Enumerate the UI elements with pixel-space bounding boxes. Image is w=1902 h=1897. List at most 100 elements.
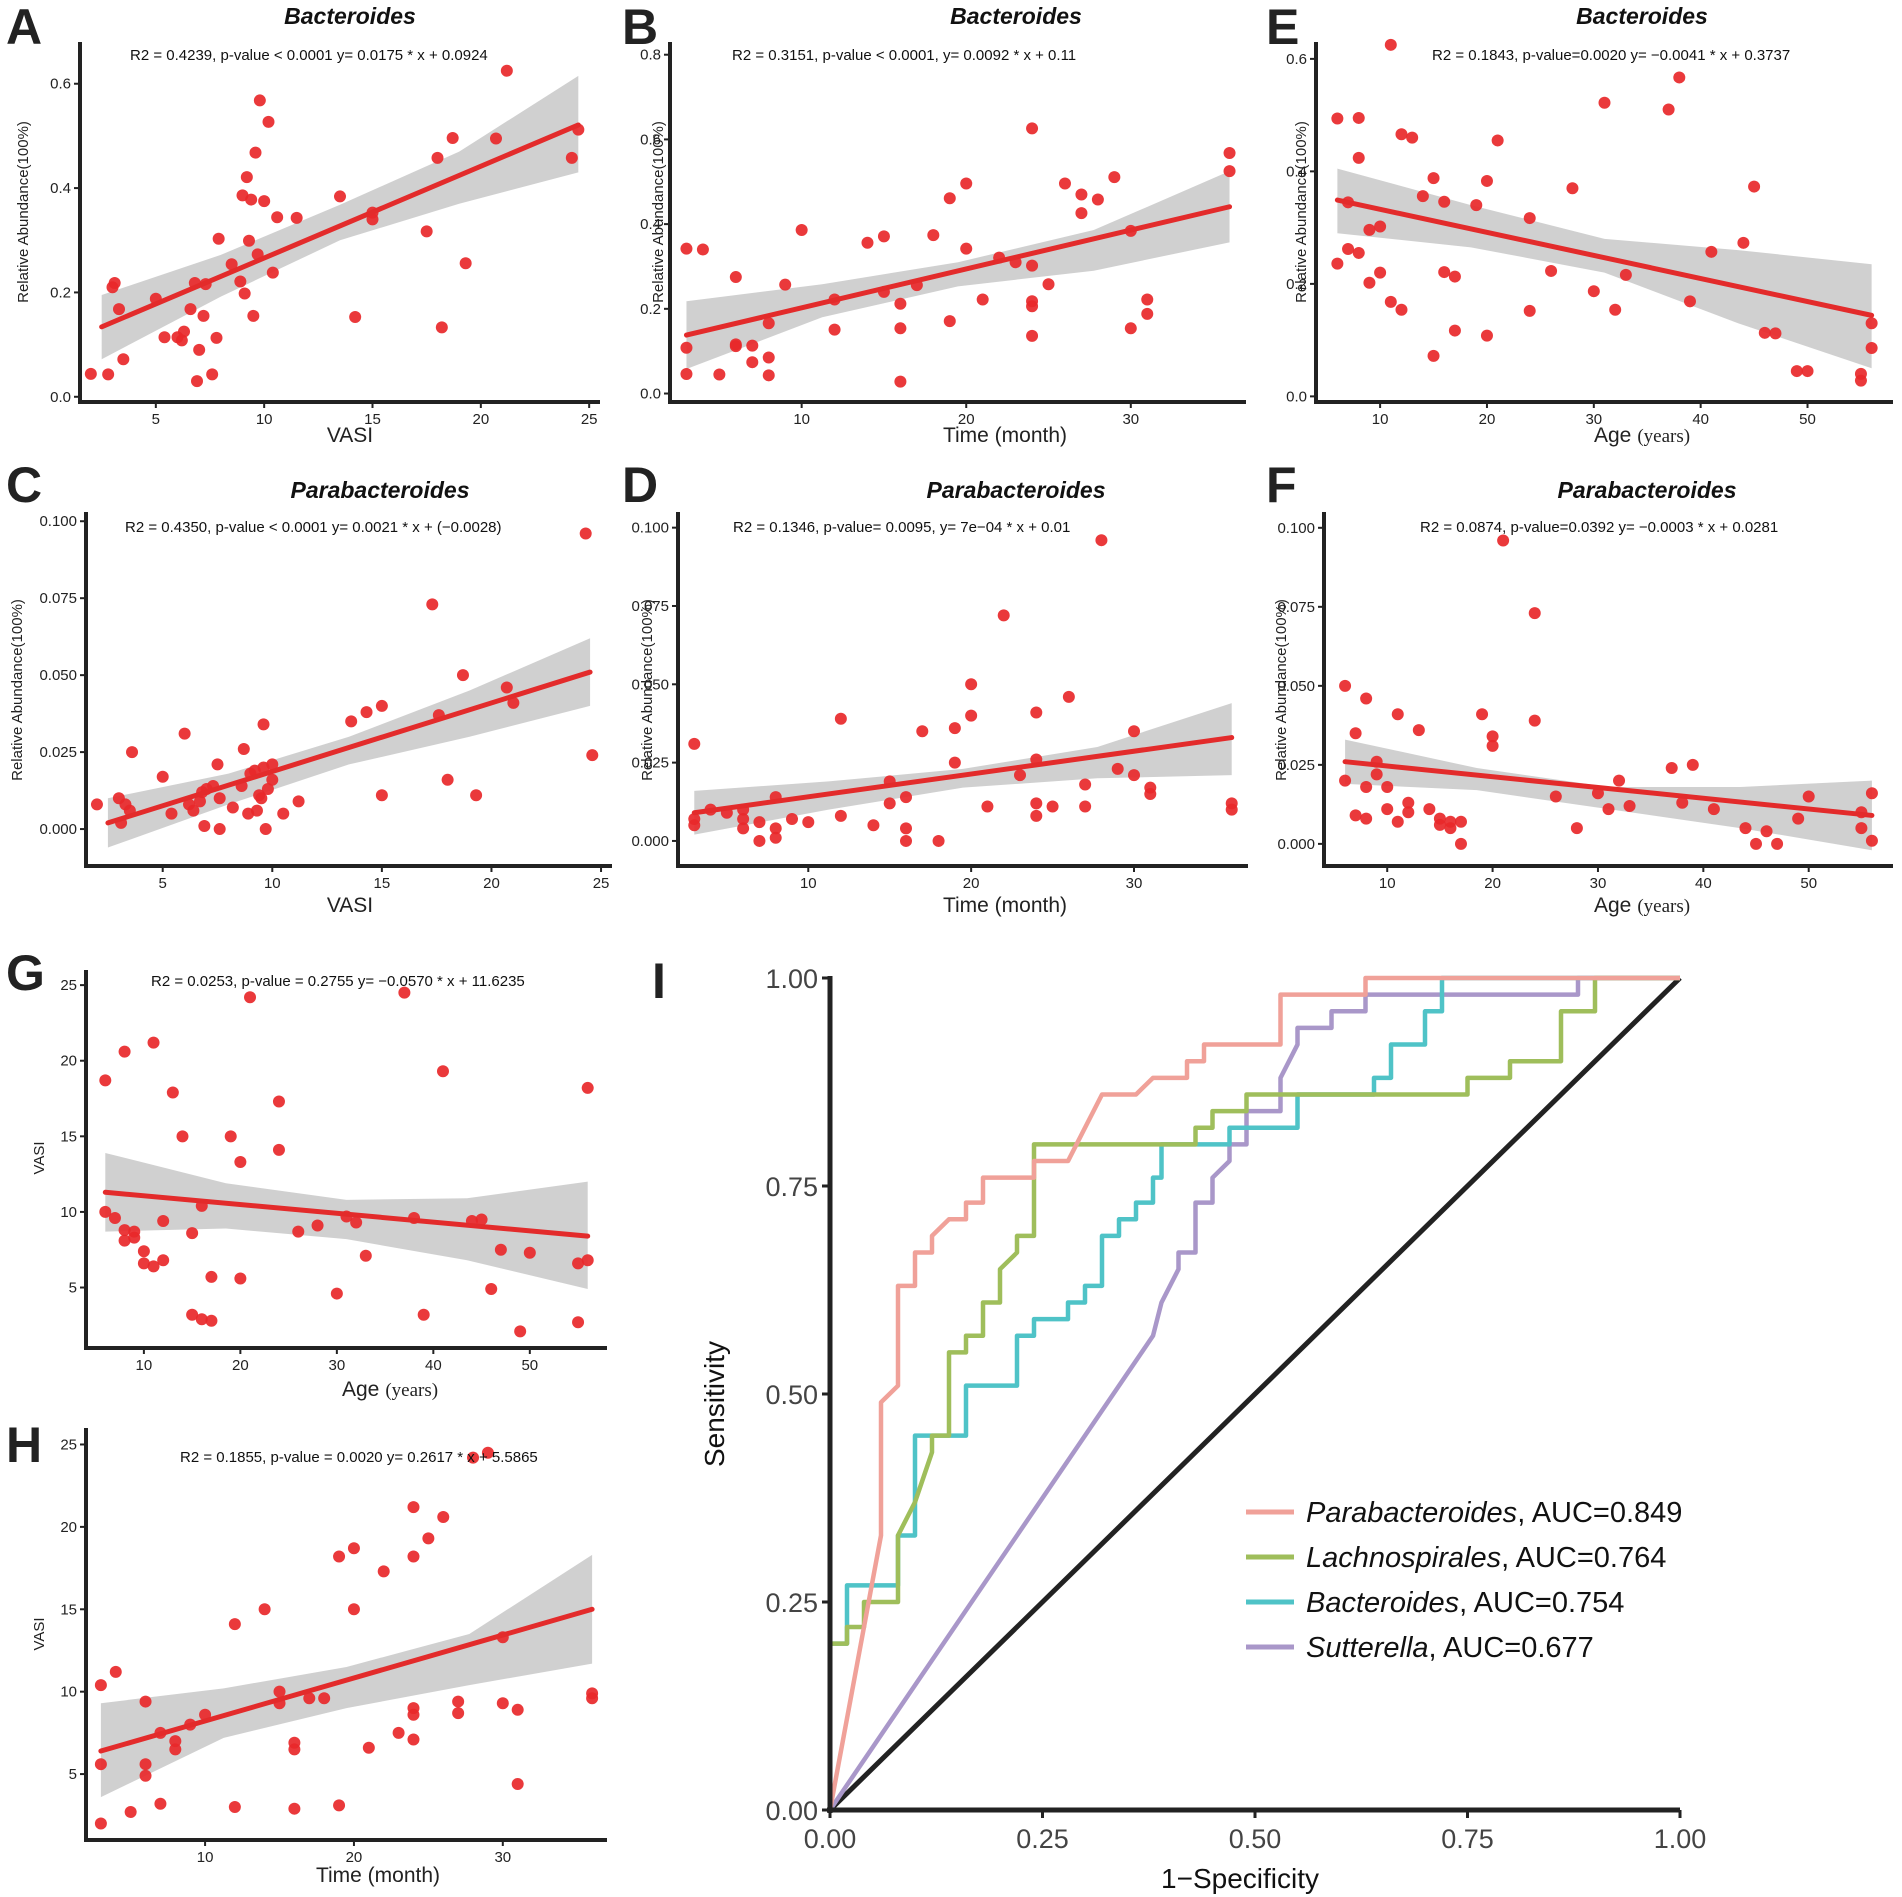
x-tick-label: 30: [329, 1357, 346, 1374]
data-point: [1623, 799, 1636, 812]
data-point: [84, 367, 97, 380]
data-point: [688, 813, 701, 826]
x-tick-label: 30: [1590, 875, 1607, 892]
y-tick-label: 0.4: [640, 216, 661, 233]
data-point: [139, 1758, 152, 1771]
data-point: [234, 1156, 247, 1169]
confidence-band: [694, 703, 1232, 835]
legend-auc: , AUC=0.677: [1429, 1632, 1594, 1664]
x-tick-label: 40: [1695, 875, 1712, 892]
x-axis-title: Age: [1594, 424, 1631, 447]
data-point: [753, 834, 766, 847]
data-point: [240, 171, 253, 184]
y-axis-label: VASI: [31, 1617, 48, 1650]
data-point: [900, 834, 912, 847]
panel-i: 0.00 0.25 0.50 0.75 1.00 0.00 0.25 0.50 0.75 1.00…: [652, 953, 1706, 1894]
data-point: [193, 343, 206, 356]
confidence-band: [1337, 168, 1872, 369]
data-point: [255, 792, 268, 805]
data-point: [1480, 329, 1493, 342]
data-point: [1079, 778, 1092, 791]
data-point: [948, 756, 961, 769]
data-point: [210, 331, 223, 344]
x-axis-label: VASI: [327, 894, 373, 917]
x-axis-label: 1−Specificity: [1161, 1863, 1319, 1894]
data-point: [1476, 708, 1489, 721]
data-point: [496, 1697, 509, 1710]
data-point: [867, 819, 880, 832]
data-point: [117, 353, 130, 366]
data-point: [1523, 304, 1536, 317]
x-tick-label: 25: [581, 411, 598, 428]
data-point: [688, 737, 701, 750]
y-tick-label: 15: [60, 1601, 77, 1618]
data-point: [273, 1685, 286, 1698]
data-point: [1454, 815, 1467, 828]
panel-letter: D: [622, 457, 658, 513]
y-tick-label: 0.4: [1286, 163, 1307, 180]
data-point: [1480, 174, 1493, 187]
data-point: [124, 1805, 137, 1818]
data-point: [965, 709, 978, 722]
y-tick-label: 0.025: [39, 744, 77, 761]
reference-diagonal: [828, 976, 1682, 1812]
data-point: [1587, 285, 1600, 298]
data-point: [350, 1216, 363, 1229]
data-point: [228, 1801, 241, 1814]
data-point: [1384, 295, 1397, 308]
data-point: [943, 192, 956, 205]
data-point: [99, 1205, 112, 1218]
x-tick-label: 0.50: [1229, 1824, 1282, 1854]
data-point: [779, 278, 792, 291]
data-point: [680, 368, 693, 381]
data-point: [147, 1260, 160, 1273]
data-point: [1662, 103, 1675, 116]
x-axis-unit: (years): [1637, 426, 1690, 447]
y-tick-label: 0.0: [1286, 388, 1307, 405]
y-tick-label: 20: [60, 1053, 77, 1070]
data-point: [333, 1799, 346, 1812]
data-point: [205, 1270, 218, 1283]
confidence-band: [107, 638, 591, 848]
x-axis-title: Time (month): [316, 1864, 440, 1887]
y-tick-label: 0.075: [631, 598, 669, 615]
data-point: [753, 816, 766, 829]
data-point: [470, 789, 483, 802]
x-tick-label: 0.00: [804, 1824, 857, 1854]
data-point: [523, 1246, 536, 1259]
panel-h: 10 20 30 5 10 15 20 25 R2 = 0.1855, p-value = 0.…: [6, 1417, 607, 1887]
data-point: [1046, 800, 1059, 813]
data-point: [1402, 796, 1415, 809]
data-point: [1363, 276, 1376, 289]
data-point: [1545, 264, 1558, 277]
data-point: [362, 1741, 375, 1754]
data-point: [226, 801, 239, 814]
data-point: [1416, 190, 1429, 203]
data-point: [1673, 71, 1686, 84]
legend-entry: Bacteroides, AUC=0.754: [1306, 1587, 1624, 1619]
panel-letter: E: [1266, 0, 1299, 55]
data-point: [729, 340, 742, 353]
data-point: [1665, 762, 1678, 775]
data-point: [1225, 803, 1238, 816]
data-point: [1528, 714, 1541, 727]
data-point: [1865, 834, 1878, 847]
y-tick-label: 15: [60, 1128, 77, 1145]
y-axis-label: Relative Abundance(100%): [9, 599, 26, 781]
data-point: [139, 1769, 152, 1782]
data-point: [713, 368, 726, 381]
data-point: [916, 725, 929, 738]
data-point: [288, 1743, 301, 1756]
data-point: [228, 1618, 241, 1631]
data-point: [769, 822, 782, 835]
y-axis-label: Relative Abundance(100%): [650, 121, 667, 303]
data-point: [193, 795, 206, 808]
data-point: [1342, 243, 1355, 255]
data-point: [392, 1726, 405, 1739]
data-point: [258, 195, 271, 208]
data-point: [1423, 803, 1436, 816]
data-point: [1406, 131, 1419, 144]
data-point: [437, 1510, 450, 1523]
data-point: [1349, 727, 1362, 740]
panel-letter: H: [6, 1417, 42, 1473]
